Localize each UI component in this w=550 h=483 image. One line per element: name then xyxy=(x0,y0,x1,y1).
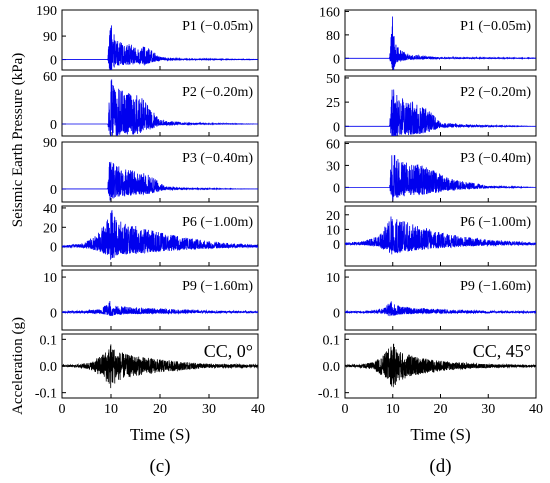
y-tick-label: 0.0 xyxy=(40,360,58,375)
subplot-annotation: P2 (−0.20m) xyxy=(460,85,531,100)
x-tick-label: 10 xyxy=(104,402,118,417)
y-tick-label: 0 xyxy=(333,238,340,253)
y-tick-label: -0.1 xyxy=(35,387,57,402)
series-line xyxy=(62,344,258,389)
x-tick-label: 20 xyxy=(153,402,167,417)
subplot-annotation: CC, 45° xyxy=(473,341,531,361)
subplot-annotation: P9 (−1.60m) xyxy=(460,279,531,294)
series-line xyxy=(345,16,536,70)
y-tick-label: 160 xyxy=(319,5,340,20)
y-tick-label: 0 xyxy=(333,181,340,196)
subplot-annotation: P1 (−0.05m) xyxy=(182,19,253,34)
x-tick-label: 10 xyxy=(386,402,400,417)
y-tick-label: 50 xyxy=(326,72,340,87)
y-tick-label: 90 xyxy=(43,30,57,45)
y-tick-label: 10 xyxy=(326,271,340,286)
y-tick-label: 0 xyxy=(50,241,57,256)
y-tick-label: 30 xyxy=(326,159,340,174)
subplot-5: 0 10 P9 (−1.60m) xyxy=(326,269,537,331)
x-tick-label: 40 xyxy=(251,402,265,417)
subplot-4: 0 20 40 P6 (−1.00m) xyxy=(43,202,259,267)
series-line xyxy=(345,89,536,136)
y-tick-label: 0 xyxy=(333,306,340,321)
x-tick-label: 20 xyxy=(434,402,448,417)
y-tick-label: 0 xyxy=(50,306,57,321)
subplot-6: -0.1 0.0 0.1 CC, 0° xyxy=(35,333,259,402)
x-tick-label: 40 xyxy=(529,402,543,417)
x-tick-label: 0 xyxy=(59,402,66,417)
y-tick-label: 10 xyxy=(43,271,57,286)
y-tick-label: 0.0 xyxy=(323,360,341,375)
series-line xyxy=(345,301,536,317)
series-line xyxy=(62,25,258,70)
y-tick-label: 25 xyxy=(326,96,340,111)
x-tick-label: 30 xyxy=(202,402,216,417)
subplot-annotation: CC, 0° xyxy=(204,341,253,361)
series-line xyxy=(345,343,536,388)
y-tick-label: 0 xyxy=(333,52,340,67)
y-tick-label: 90 xyxy=(43,136,57,151)
y-tick-label: 20 xyxy=(326,209,340,224)
subplot-annotation: P6 (−1.00m) xyxy=(460,215,531,230)
y-tick-label: -0.1 xyxy=(318,387,340,402)
y-tick-label: 60 xyxy=(326,137,340,152)
series-line xyxy=(62,79,258,136)
y-label-acceleration: Acceleration (g) xyxy=(10,317,26,415)
y-tick-label: 80 xyxy=(326,29,340,44)
y-tick-label: 40 xyxy=(43,202,57,217)
subplot-2: 0 25 50 P2 (−0.20m) xyxy=(326,72,537,137)
y-tick-label: 60 xyxy=(43,70,57,85)
series-line xyxy=(62,300,258,316)
y-tick-label: 0.1 xyxy=(40,333,58,348)
y-tick-label: 0.1 xyxy=(323,333,341,348)
y-tick-label: 0 xyxy=(50,183,57,198)
series-line xyxy=(62,210,258,260)
subplot-annotation: P3 (−0.40m) xyxy=(182,151,253,166)
subplot-2: 0 60 P2 (−0.20m) xyxy=(43,70,259,137)
y-tick-label: 10 xyxy=(326,223,340,238)
series-line xyxy=(345,155,536,201)
subplot-5: 0 10 P9 (−1.60m) xyxy=(43,269,259,331)
subplot-3: 0 30 60 P3 (−0.40m) xyxy=(326,137,537,203)
y-tick-label: 0 xyxy=(50,54,57,69)
subplot-annotation: P9 (−1.60m) xyxy=(182,279,253,294)
series-line xyxy=(345,216,536,255)
subplot-1: 0 80 160 P1 (−0.05m) xyxy=(319,5,537,71)
x-tick-label: 0 xyxy=(342,402,349,417)
subplot-1: 0 90 190 P1 (−0.05m) xyxy=(36,4,259,71)
y-tick-label: 20 xyxy=(43,221,57,236)
subplot-annotation: P1 (−0.05m) xyxy=(460,19,531,34)
subplot-annotation: P2 (−0.20m) xyxy=(182,85,253,100)
subplot-6: -0.1 0.0 0.1 CC, 45° xyxy=(318,333,537,402)
y-tick-label: 0 xyxy=(50,118,57,133)
x-axis-label: Time (S) xyxy=(130,425,190,444)
subplot-annotation: P3 (−0.40m) xyxy=(460,151,531,166)
panel-label: (c) xyxy=(149,456,170,477)
subplot-annotation: P6 (−1.00m) xyxy=(182,215,253,230)
y-label-pressure: Seismic Earth Pressure (kPa) xyxy=(10,53,26,228)
chart-d: 0 80 160 P1 (−0.05m) 0 25 50 P2 (−0.20m) 0 30 60 P3… xyxy=(318,5,543,477)
subplot-3: 0 90 P3 (−0.40m) xyxy=(43,136,259,203)
series-line xyxy=(62,161,258,201)
x-axis-label: Time (S) xyxy=(410,425,470,444)
panel-label: (d) xyxy=(429,456,451,477)
y-tick-label: 190 xyxy=(36,4,57,19)
x-tick-label: 30 xyxy=(481,402,495,417)
y-tick-label: 0 xyxy=(333,120,340,135)
